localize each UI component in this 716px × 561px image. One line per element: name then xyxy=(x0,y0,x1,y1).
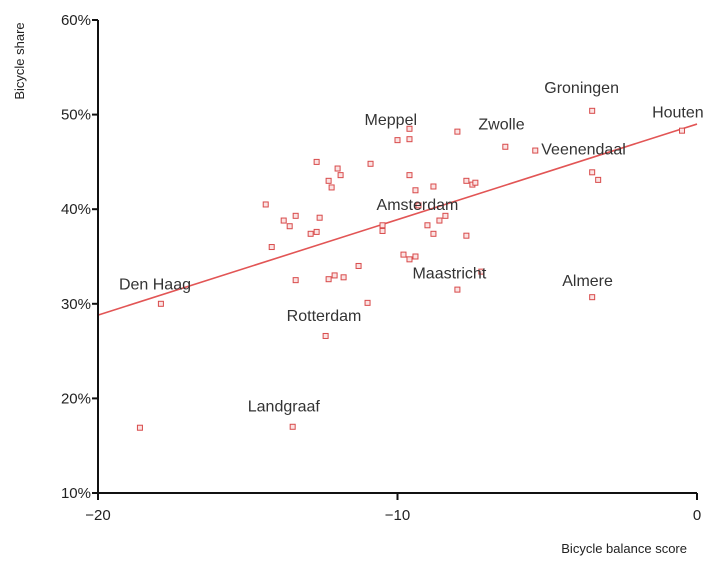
y-tick-label: 50% xyxy=(61,107,91,124)
y-tick-label: 40% xyxy=(61,201,91,218)
x-axis-ticks: −20 −10 0 xyxy=(85,493,701,524)
data-point xyxy=(355,262,362,269)
data-point xyxy=(325,177,332,184)
data-point xyxy=(532,147,539,154)
data-point xyxy=(322,332,329,339)
data-point xyxy=(595,176,602,183)
y-tick-label: 20% xyxy=(61,390,91,407)
data-point xyxy=(286,223,293,230)
trend-line xyxy=(97,123,698,316)
city-label: Landgraaf xyxy=(248,399,321,416)
city-label: Maastricht xyxy=(412,265,486,282)
data-point xyxy=(430,230,437,237)
data-point xyxy=(337,172,344,179)
data-point xyxy=(430,183,437,190)
data-point xyxy=(379,227,386,234)
x-tick-label: −20 xyxy=(85,507,110,524)
data-point xyxy=(406,256,413,263)
data-point xyxy=(400,251,407,258)
x-axis-title: Bicycle balance score xyxy=(561,541,687,556)
data-point xyxy=(589,294,596,301)
city-label: Amsterdam xyxy=(377,197,459,214)
data-point xyxy=(292,277,299,284)
data-point xyxy=(292,212,299,219)
city-label: Groningen xyxy=(544,80,619,97)
city-label: Den Haag xyxy=(119,277,191,294)
data-point xyxy=(313,158,320,165)
city-label: Almere xyxy=(562,273,613,290)
data-point xyxy=(328,184,335,191)
data-point xyxy=(454,128,461,135)
data-point xyxy=(415,202,422,209)
city-annotations: Groningen Houten Meppel Zwolle Veenendaal Ams… xyxy=(119,80,704,416)
data-point xyxy=(478,268,485,275)
data-point xyxy=(379,222,386,229)
data-point xyxy=(307,230,314,237)
axes: 10% 20% 30% 40% 50% 60% −20 −10 0 xyxy=(61,12,701,524)
city-label: Rotterdam xyxy=(287,308,362,325)
data-point xyxy=(394,137,401,144)
data-point xyxy=(334,165,341,172)
data-point xyxy=(472,179,479,186)
data-point xyxy=(424,222,431,229)
city-label: Veenendaal xyxy=(541,141,626,158)
y-tick-label: 60% xyxy=(61,12,91,29)
data-point xyxy=(325,276,332,283)
data-point xyxy=(136,424,143,431)
data-point xyxy=(589,169,596,176)
data-point xyxy=(367,160,374,167)
data-point xyxy=(280,217,287,224)
data-point xyxy=(289,423,296,430)
data-point xyxy=(463,177,470,184)
data-point xyxy=(406,125,413,132)
data-point xyxy=(340,274,347,281)
city-label: Meppel xyxy=(365,112,417,129)
data-point xyxy=(442,212,449,219)
y-axis-title: Bicycle share xyxy=(12,22,27,99)
data-point xyxy=(262,201,269,208)
data-point xyxy=(316,214,323,221)
data-point xyxy=(502,143,509,150)
x-tick-label: −10 xyxy=(385,507,410,524)
data-point xyxy=(406,136,413,143)
y-tick-label: 10% xyxy=(61,485,91,502)
data-point xyxy=(589,107,596,114)
data-point xyxy=(364,299,371,306)
data-point xyxy=(412,253,419,260)
data-point xyxy=(157,300,164,307)
data-point xyxy=(679,127,686,134)
data-point xyxy=(412,187,419,194)
data-point xyxy=(313,228,320,235)
data-point xyxy=(436,217,443,224)
data-point xyxy=(406,172,413,179)
city-label: Houten xyxy=(652,104,704,121)
y-axis-ticks: 10% 20% 30% 40% 50% 60% xyxy=(61,12,98,502)
data-point xyxy=(463,232,470,239)
data-point xyxy=(268,244,275,251)
data-point xyxy=(331,272,338,279)
plot-area: Groningen Houten Meppel Zwolle Veenendaal Ams… xyxy=(97,80,704,431)
data-points xyxy=(136,107,686,431)
x-tick-label: 0 xyxy=(693,507,701,524)
data-point xyxy=(454,286,461,293)
city-label: Zwolle xyxy=(478,117,524,134)
y-tick-label: 30% xyxy=(61,296,91,313)
